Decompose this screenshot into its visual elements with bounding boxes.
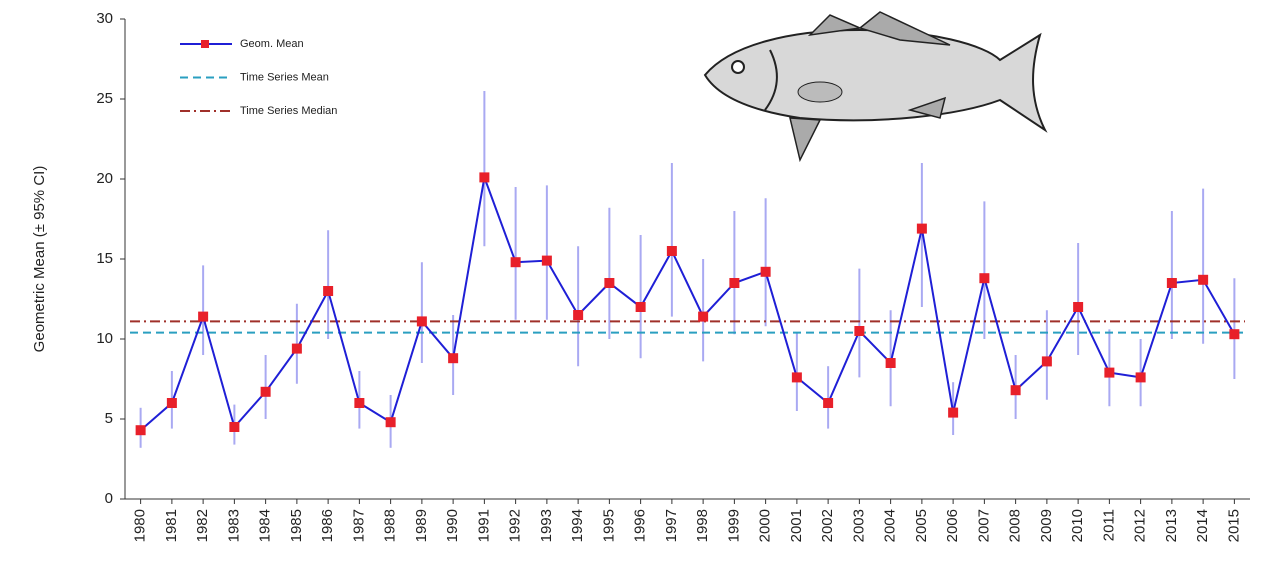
y-tick-label: 5 <box>105 410 113 427</box>
point <box>823 398 834 408</box>
x-tick-label: 2002 <box>819 509 836 542</box>
point <box>416 316 427 327</box>
x-tick-label: 1998 <box>694 509 711 542</box>
y-tick-label: 25 <box>96 90 113 107</box>
legend-label: Time Series Mean <box>240 71 329 83</box>
point <box>760 266 771 277</box>
x-tick-label: 2006 <box>944 509 961 542</box>
point <box>729 278 740 288</box>
x-tick-label: 1992 <box>507 509 524 542</box>
x-tick-label: 1980 <box>132 509 149 542</box>
point <box>323 286 334 296</box>
x-tick-label: 1990 <box>444 509 461 542</box>
x-tick-label: 2000 <box>757 509 774 542</box>
x-tick-label: 1993 <box>538 509 555 542</box>
point <box>260 386 271 397</box>
point <box>291 343 302 354</box>
point <box>1010 385 1021 396</box>
x-tick-label: 1986 <box>319 509 336 542</box>
x-tick-label: 1984 <box>257 509 274 542</box>
x-tick-label: 2012 <box>1132 509 1149 542</box>
point <box>573 310 584 320</box>
point <box>510 257 521 268</box>
point <box>1135 372 1146 383</box>
x-tick-label: 2011 <box>1100 509 1117 541</box>
x-tick-label: 2015 <box>1225 509 1242 542</box>
x-tick-label: 1982 <box>194 509 211 542</box>
point <box>791 372 802 383</box>
point <box>448 353 459 364</box>
series-line <box>139 173 1236 431</box>
x-tick-label: 2009 <box>1038 509 1055 542</box>
point <box>604 278 615 288</box>
point <box>385 417 396 428</box>
x-tick-label: 2004 <box>882 509 899 542</box>
x-tick-label: 2010 <box>1069 509 1086 542</box>
x-tick-label: 1991 <box>475 509 492 542</box>
x-tick-label: 1995 <box>600 509 617 542</box>
point <box>1041 356 1052 367</box>
point <box>198 311 209 322</box>
fish-illustration <box>703 11 1048 163</box>
y-tick-label: 10 <box>96 330 113 347</box>
point <box>1104 367 1115 378</box>
point <box>979 273 990 284</box>
point <box>1166 278 1177 288</box>
x-tick-label: 1983 <box>225 509 242 542</box>
y-tick-label: 20 <box>96 170 113 187</box>
point <box>1229 329 1240 340</box>
legend-marker <box>201 40 209 48</box>
x-tick-label: 1985 <box>288 509 305 542</box>
y-tick-label: 0 <box>105 490 113 507</box>
x-tick-label: 2013 <box>1163 509 1180 542</box>
legend-label: Geom. Mean <box>240 38 304 50</box>
point <box>948 407 959 418</box>
point <box>854 326 865 336</box>
point <box>885 358 896 368</box>
x-tick-label: 2007 <box>975 509 992 542</box>
x-tick-label: 1996 <box>632 509 649 542</box>
point <box>135 425 146 436</box>
legend-label: Time Series Median <box>240 105 337 117</box>
point <box>1198 274 1209 285</box>
point <box>541 255 552 266</box>
y-tick-label: 30 <box>96 10 113 27</box>
point <box>166 398 177 408</box>
point <box>229 422 240 432</box>
point <box>666 246 677 256</box>
x-tick-label: 1989 <box>413 509 430 542</box>
x-tick-label: 1997 <box>663 509 680 542</box>
x-tick-label: 1999 <box>725 509 742 542</box>
y-axis-label: Geometric Mean (± 95% CI) <box>31 166 48 353</box>
point <box>1073 302 1084 312</box>
y-tick-label: 15 <box>96 250 113 267</box>
x-tick-label: 1987 <box>350 509 367 542</box>
x-tick-label: 2005 <box>913 509 930 542</box>
point <box>698 311 709 322</box>
point <box>916 223 927 234</box>
x-tick-label: 1988 <box>382 509 399 542</box>
x-tick-label: 1994 <box>569 509 586 542</box>
x-tick-label: 2014 <box>1194 509 1211 542</box>
point <box>635 302 646 312</box>
point <box>354 398 365 408</box>
point <box>479 172 490 183</box>
x-tick-label: 1981 <box>163 509 180 542</box>
x-tick-label: 2003 <box>850 509 867 542</box>
x-tick-label: 2001 <box>788 509 805 542</box>
x-tick-label: 2008 <box>1007 509 1024 542</box>
